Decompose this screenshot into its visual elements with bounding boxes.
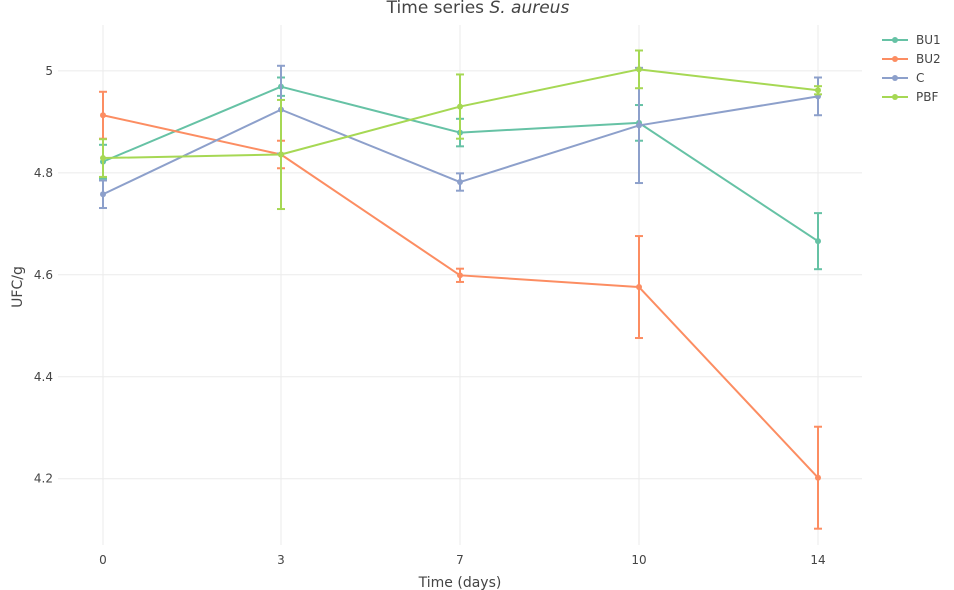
legend-label: PBF (916, 90, 938, 104)
x-tick-label: 0 (99, 553, 107, 567)
data-point[interactable] (278, 151, 284, 158)
legend-item-c[interactable]: C (882, 71, 924, 85)
chart-title-prefix: Time series (386, 0, 490, 18)
legend-swatch-marker (892, 94, 898, 100)
x-tick-label: 14 (810, 553, 825, 567)
x-axis-title: Time (days) (418, 575, 502, 590)
y-tick-label: 5 (45, 64, 53, 78)
legend-label: BU2 (916, 52, 941, 66)
x-tick-label: 3 (277, 553, 285, 567)
chart-title-italic: S. aureus (489, 0, 569, 18)
data-point[interactable] (100, 112, 106, 119)
legend-swatch-marker (892, 75, 898, 81)
data-point[interactable] (457, 179, 463, 186)
x-tick-label: 10 (631, 553, 646, 567)
legend-label: BU1 (916, 33, 941, 47)
x-tick-label: 7 (456, 553, 464, 567)
legend-label: C (916, 71, 924, 85)
y-tick-label: 4.8 (34, 166, 53, 180)
series-c (99, 64, 822, 210)
legend-item-bu1[interactable]: BU1 (882, 33, 941, 47)
y-axis-title: UFC/g (10, 266, 26, 308)
data-point[interactable] (815, 238, 821, 245)
legend-item-pbf[interactable]: PBF (882, 90, 938, 104)
data-point[interactable] (100, 191, 106, 198)
data-point[interactable] (457, 103, 463, 110)
plot-area (99, 49, 822, 530)
x-axis-ticks: 0 3 7 10 14 (99, 553, 825, 567)
y-tick-label: 4.2 (34, 472, 53, 486)
legend-swatch-marker (892, 56, 898, 62)
data-point[interactable] (100, 155, 106, 162)
data-point[interactable] (457, 272, 463, 279)
series-pbf (99, 49, 822, 211)
legend-item-bu2[interactable]: BU2 (882, 52, 941, 66)
data-point[interactable] (636, 122, 642, 129)
legend: BU1 BU2 C PBF (882, 33, 941, 104)
data-point[interactable] (636, 284, 642, 291)
y-tick-label: 4.4 (34, 370, 53, 384)
data-point[interactable] (636, 66, 642, 73)
data-point[interactable] (815, 87, 821, 94)
y-tick-label: 4.6 (34, 268, 53, 282)
chart-title: Time series S. aureus (386, 0, 570, 18)
y-axis-ticks: 4.2 4.4 4.6 4.8 5 (34, 64, 53, 486)
data-point[interactable] (815, 474, 821, 481)
legend-swatch-marker (892, 37, 898, 43)
